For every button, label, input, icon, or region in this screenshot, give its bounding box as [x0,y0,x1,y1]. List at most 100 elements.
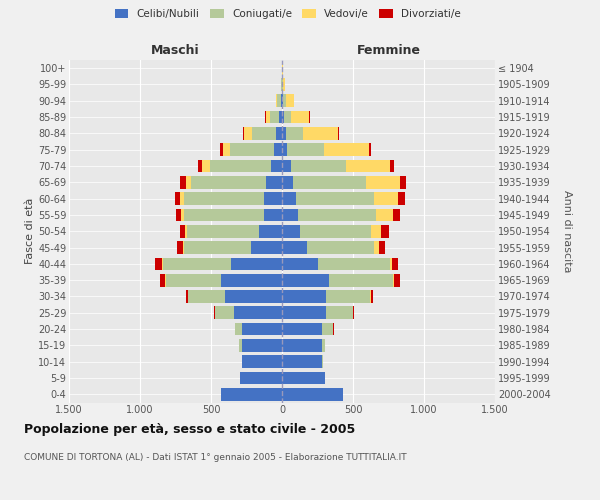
Bar [282,78,285,91]
Bar [240,372,282,384]
Bar [186,290,282,303]
Bar [223,144,282,156]
Bar [263,208,282,222]
Bar [240,372,282,384]
Bar [282,306,354,319]
Bar [282,241,374,254]
Bar [282,225,389,237]
Bar [282,356,322,368]
Bar [282,274,394,286]
Bar [188,290,282,303]
Bar [282,322,322,336]
Bar [270,110,282,124]
Bar [215,306,282,319]
Bar [242,356,282,368]
Bar [282,160,346,172]
Bar [180,225,282,237]
Bar [163,258,282,270]
Bar [282,372,325,384]
Bar [282,274,400,286]
Bar [242,356,282,368]
Bar [282,274,329,286]
Bar [282,225,301,237]
Bar [240,372,282,384]
Bar [242,339,282,352]
Bar [282,94,294,107]
Bar [282,176,293,188]
Bar [175,192,282,205]
Bar [263,192,282,205]
Bar [209,160,282,172]
Bar [282,388,343,400]
Bar [282,339,322,352]
Bar [197,160,282,172]
Bar [282,110,290,124]
Bar [282,290,371,303]
Bar [282,127,286,140]
Bar [282,127,339,140]
Bar [282,258,317,270]
Bar [282,225,371,237]
Bar [184,192,282,205]
Bar [177,241,282,254]
Text: Maschi: Maschi [151,44,200,57]
Bar [176,208,282,222]
Bar [282,388,343,400]
Bar [282,78,283,91]
Bar [155,258,282,270]
Bar [160,274,282,286]
Bar [225,290,282,303]
Text: Femmine: Femmine [356,44,421,57]
Bar [259,225,282,237]
Bar [282,192,398,205]
Bar [181,176,282,188]
Bar [282,241,307,254]
Bar [282,339,325,352]
Bar [282,160,394,172]
Bar [282,274,393,286]
Bar [165,274,282,286]
Bar [235,322,282,336]
Bar [244,127,282,140]
Bar [282,322,333,336]
Bar [239,339,282,352]
Bar [282,110,309,124]
Bar [282,144,371,156]
Bar [282,241,379,254]
Bar [282,322,334,336]
Bar [242,356,282,368]
Bar [282,176,400,188]
Bar [282,258,392,270]
Bar [282,356,323,368]
Bar [282,208,376,222]
Bar [282,192,374,205]
Bar [266,110,282,124]
Bar [188,290,282,303]
Bar [221,388,282,400]
Bar [166,274,282,286]
Y-axis label: Fasce di età: Fasce di età [25,198,35,264]
Bar [221,388,282,400]
Bar [275,94,282,107]
Bar [282,322,333,336]
Bar [214,306,282,319]
Legend: Celibi/Nubili, Coniugati/e, Vedovi/e, Divorziati/e: Celibi/Nubili, Coniugati/e, Vedovi/e, Di… [111,5,465,24]
Bar [186,176,282,188]
Bar [282,62,283,74]
Bar [240,372,282,384]
Bar [220,144,282,156]
Bar [282,339,325,352]
Bar [282,110,310,124]
Bar [282,388,343,400]
Bar [181,192,282,205]
Bar [282,94,295,107]
Bar [282,306,353,319]
Bar [282,94,286,107]
Bar [191,176,282,188]
Bar [282,356,323,368]
Bar [282,208,298,222]
Bar [282,306,326,319]
Bar [235,322,282,336]
Bar [282,94,283,107]
Bar [184,241,282,254]
